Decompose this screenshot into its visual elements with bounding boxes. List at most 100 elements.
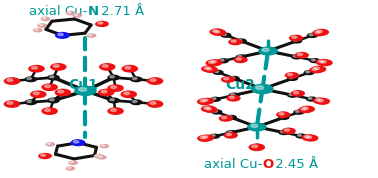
Circle shape <box>321 61 326 63</box>
Circle shape <box>289 35 303 41</box>
Circle shape <box>47 98 60 103</box>
Circle shape <box>306 96 317 102</box>
Circle shape <box>94 154 104 158</box>
Circle shape <box>228 116 232 118</box>
Circle shape <box>203 106 218 113</box>
Circle shape <box>58 33 63 36</box>
Circle shape <box>209 59 223 66</box>
Circle shape <box>204 67 209 69</box>
Circle shape <box>223 34 226 35</box>
Circle shape <box>300 106 315 113</box>
Circle shape <box>222 116 226 119</box>
Circle shape <box>212 29 226 36</box>
Circle shape <box>285 129 290 131</box>
Circle shape <box>318 99 323 102</box>
Circle shape <box>47 75 60 80</box>
Circle shape <box>67 12 71 13</box>
Circle shape <box>301 134 316 141</box>
Circle shape <box>72 13 82 18</box>
Circle shape <box>226 130 237 135</box>
Circle shape <box>247 122 266 132</box>
Circle shape <box>215 71 218 73</box>
Circle shape <box>42 17 46 19</box>
Circle shape <box>79 88 87 91</box>
Circle shape <box>201 105 216 112</box>
Circle shape <box>251 124 258 127</box>
Circle shape <box>107 107 124 115</box>
Circle shape <box>45 85 51 88</box>
Circle shape <box>204 66 218 73</box>
Circle shape <box>238 55 242 57</box>
Text: 2.45 Å: 2.45 Å <box>271 158 318 171</box>
Circle shape <box>291 38 302 44</box>
Circle shape <box>306 71 310 73</box>
Circle shape <box>200 136 205 139</box>
Circle shape <box>229 93 240 98</box>
Circle shape <box>43 153 53 158</box>
Circle shape <box>228 131 232 133</box>
Circle shape <box>301 108 306 110</box>
Circle shape <box>218 58 229 63</box>
Circle shape <box>99 63 116 71</box>
Circle shape <box>147 100 163 108</box>
Circle shape <box>297 53 302 56</box>
Circle shape <box>132 100 137 103</box>
Circle shape <box>226 133 231 136</box>
Circle shape <box>50 76 54 78</box>
Circle shape <box>73 141 79 143</box>
Circle shape <box>248 143 265 151</box>
Circle shape <box>214 110 217 112</box>
Circle shape <box>282 128 296 134</box>
Circle shape <box>38 153 52 159</box>
Circle shape <box>35 29 38 30</box>
Circle shape <box>70 139 85 146</box>
Circle shape <box>206 60 221 67</box>
Circle shape <box>231 77 235 79</box>
Circle shape <box>211 109 223 115</box>
Circle shape <box>293 39 297 41</box>
Circle shape <box>279 113 284 115</box>
Circle shape <box>212 70 224 75</box>
Circle shape <box>293 55 297 57</box>
Circle shape <box>304 135 318 142</box>
Circle shape <box>111 86 116 88</box>
Circle shape <box>293 109 304 115</box>
Circle shape <box>289 94 293 95</box>
Circle shape <box>238 39 242 41</box>
Circle shape <box>289 77 293 79</box>
Circle shape <box>99 144 109 148</box>
Circle shape <box>258 46 278 56</box>
Circle shape <box>201 65 216 72</box>
Circle shape <box>204 107 209 109</box>
Circle shape <box>99 156 102 158</box>
Circle shape <box>224 132 238 139</box>
Circle shape <box>130 76 143 82</box>
Text: Cu1: Cu1 <box>69 78 99 92</box>
Circle shape <box>197 135 212 142</box>
Circle shape <box>280 116 285 118</box>
Circle shape <box>50 63 67 71</box>
Circle shape <box>28 65 45 73</box>
Circle shape <box>292 36 297 38</box>
Circle shape <box>39 24 43 26</box>
Circle shape <box>27 100 31 103</box>
Circle shape <box>97 155 107 160</box>
Circle shape <box>45 109 51 111</box>
Circle shape <box>287 76 298 81</box>
Circle shape <box>150 102 156 104</box>
Circle shape <box>229 76 240 81</box>
Circle shape <box>309 67 324 73</box>
Circle shape <box>235 38 247 44</box>
Circle shape <box>235 54 247 60</box>
Text: 2.71 Å: 2.71 Å <box>97 5 144 18</box>
Circle shape <box>229 96 234 99</box>
Circle shape <box>211 61 216 63</box>
Circle shape <box>231 94 235 95</box>
Circle shape <box>315 98 330 105</box>
Circle shape <box>314 67 319 70</box>
Circle shape <box>107 84 124 92</box>
Circle shape <box>206 108 211 110</box>
Circle shape <box>316 99 321 101</box>
Text: axial Cu-: axial Cu- <box>29 5 87 18</box>
Circle shape <box>96 23 100 24</box>
